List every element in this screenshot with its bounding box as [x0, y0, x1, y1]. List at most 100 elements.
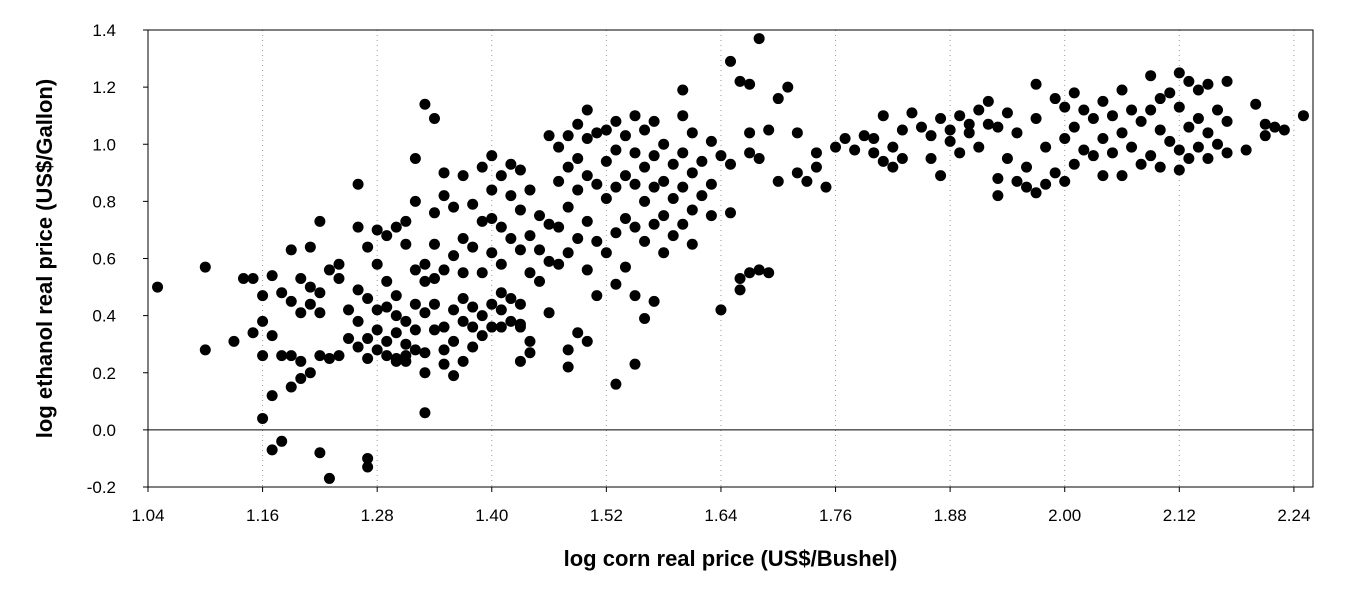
data-point [629, 178, 641, 190]
x-tick-label: 2.00 [1048, 506, 1081, 525]
data-point [1087, 113, 1099, 125]
data-point [362, 461, 374, 473]
data-point [199, 344, 211, 356]
x-tick-label: 1.04 [131, 506, 164, 525]
data-point [343, 304, 355, 316]
data-point [1202, 78, 1214, 90]
data-point [448, 335, 460, 347]
y-tick-label: 0.6 [92, 250, 116, 269]
data-point [199, 261, 211, 273]
data-point [744, 127, 756, 139]
data-point [610, 144, 622, 156]
data-point [648, 295, 660, 307]
data-point [438, 321, 450, 333]
data-point [1078, 104, 1090, 116]
data-point [925, 153, 937, 165]
data-point [1126, 104, 1138, 116]
data-point [1145, 70, 1157, 82]
data-point [1116, 170, 1128, 182]
data-point [285, 381, 297, 393]
data-point [1145, 150, 1157, 162]
data-point [438, 344, 450, 356]
data-point [438, 190, 450, 202]
data-point [839, 133, 851, 145]
data-point [1173, 144, 1185, 156]
data-point [1126, 141, 1138, 153]
data-point [772, 175, 784, 187]
data-point [572, 153, 584, 165]
data-point [486, 298, 498, 310]
data-point [343, 332, 355, 344]
data-point [572, 118, 584, 130]
data-point [476, 267, 488, 279]
data-point [1212, 138, 1224, 150]
data-point [486, 247, 498, 259]
data-point [314, 215, 326, 227]
data-point [543, 255, 555, 267]
data-point [333, 350, 345, 362]
data-point [534, 244, 546, 256]
data-point [619, 130, 631, 142]
data-point [639, 161, 651, 173]
data-point [896, 124, 908, 136]
data-point [266, 330, 278, 342]
data-point [362, 352, 374, 364]
data-point [428, 238, 440, 250]
data-point [457, 170, 469, 182]
data-point [629, 358, 641, 370]
data-point [868, 147, 880, 159]
data-point [486, 184, 498, 196]
data-point [371, 324, 383, 336]
data-point [1202, 127, 1214, 139]
data-point [1087, 150, 1099, 162]
data-point [887, 161, 899, 173]
data-point [858, 130, 870, 142]
data-point [428, 324, 440, 336]
data-point [1183, 153, 1195, 165]
data-point [352, 284, 364, 296]
data-point [304, 298, 316, 310]
data-point [228, 335, 240, 347]
data-point [982, 118, 994, 130]
data-point [514, 321, 526, 333]
data-point [677, 110, 689, 122]
data-point [419, 407, 431, 419]
data-point [944, 135, 956, 147]
data-point [505, 315, 517, 327]
data-point [753, 264, 765, 276]
data-point [562, 130, 574, 142]
data-point [725, 207, 736, 219]
data-point [276, 350, 288, 362]
data-point [514, 355, 526, 367]
data-point [639, 312, 651, 324]
data-point [600, 193, 612, 205]
data-point [295, 355, 307, 367]
data-point [677, 84, 689, 96]
data-point [906, 107, 918, 119]
data-point [400, 238, 412, 250]
data-point [390, 327, 402, 339]
data-point [467, 321, 479, 333]
data-point [1116, 127, 1128, 139]
data-point [1021, 181, 1033, 193]
data-point [581, 133, 593, 145]
data-point [1068, 121, 1080, 133]
data-point [562, 161, 574, 173]
data-point [381, 335, 393, 347]
data-point [639, 235, 651, 247]
data-point [744, 78, 756, 90]
data-point [314, 350, 326, 362]
data-point [686, 167, 698, 179]
data-point [476, 161, 488, 173]
data-point [295, 272, 307, 284]
y-tick-label: 0.2 [92, 364, 116, 383]
data-point [1040, 178, 1052, 190]
data-point [1192, 113, 1204, 125]
data-point [495, 304, 507, 316]
data-point [352, 221, 364, 233]
data-point [849, 144, 861, 156]
data-point [381, 350, 393, 362]
data-point [992, 190, 1004, 202]
data-point [247, 272, 259, 284]
data-point [352, 315, 364, 327]
